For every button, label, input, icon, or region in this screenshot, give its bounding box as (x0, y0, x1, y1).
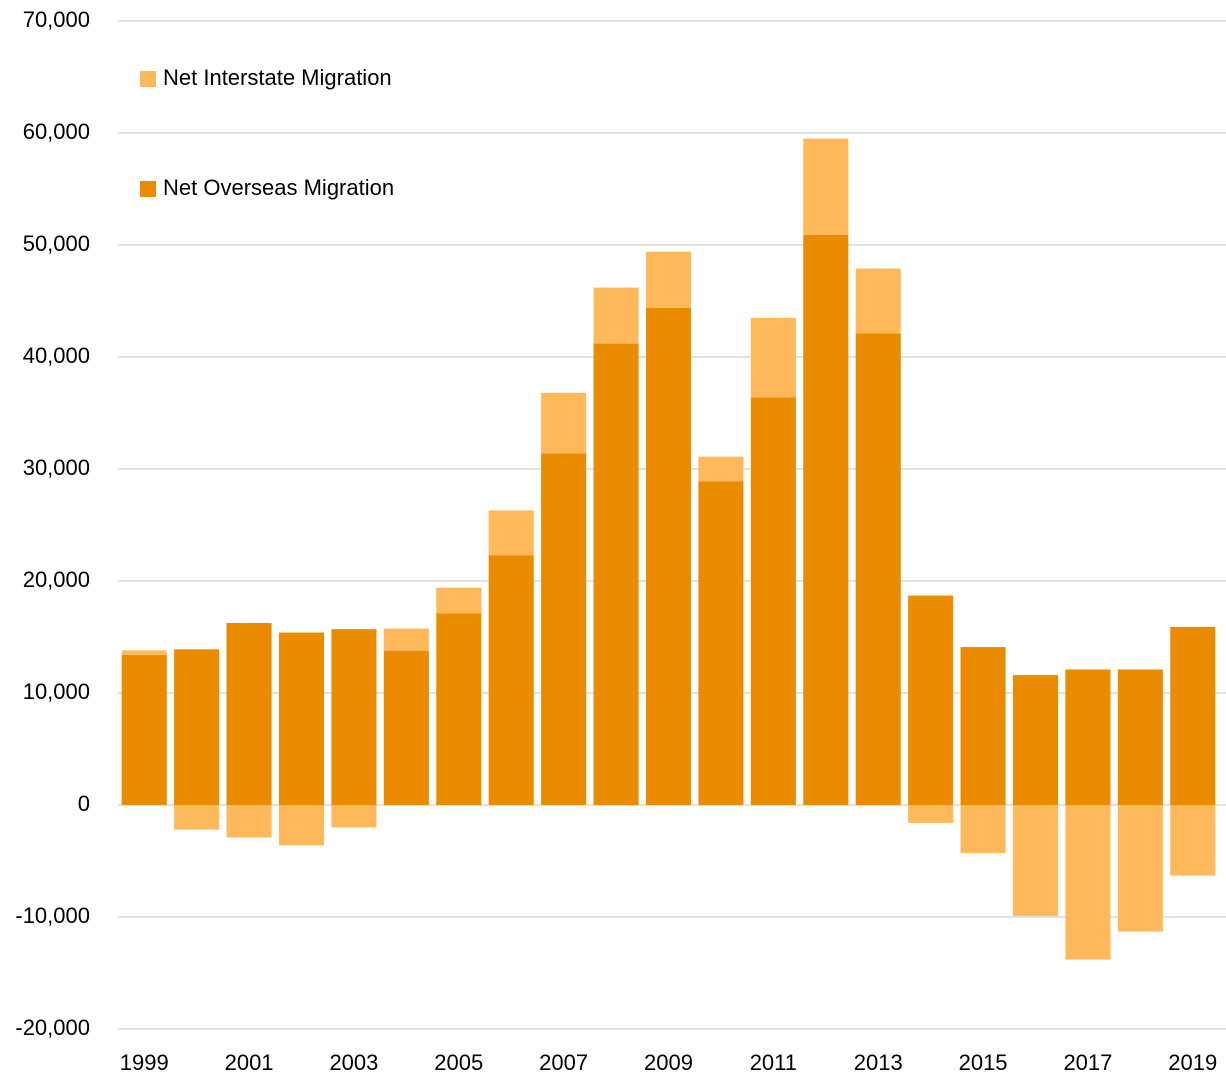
bar (750, 397, 796, 805)
bar (698, 456, 744, 482)
bar (383, 628, 429, 651)
bar (278, 805, 325, 846)
bar (960, 647, 1006, 805)
bar (750, 317, 796, 398)
bar (960, 805, 1006, 854)
bar (698, 481, 744, 805)
x-tick-label: 1999 (120, 1050, 169, 1075)
bar (593, 287, 639, 344)
bar (174, 805, 220, 830)
bar (1117, 805, 1163, 932)
bar (436, 587, 482, 614)
bar (1170, 805, 1216, 876)
legend-swatch (140, 181, 156, 197)
bar (1065, 669, 1111, 805)
x-tick-label: 2019 (1168, 1050, 1217, 1075)
bar (226, 805, 272, 838)
x-tick-label: 2003 (329, 1050, 378, 1075)
x-tick-label: 2017 (1063, 1050, 1112, 1075)
bar (278, 632, 325, 805)
bar (908, 595, 954, 805)
bar (1065, 805, 1111, 960)
legend-swatch (140, 71, 156, 87)
bar (541, 392, 587, 454)
bar (121, 650, 167, 655)
bar (593, 343, 639, 805)
bar (803, 234, 849, 806)
y-tick-label: 0 (78, 791, 90, 816)
bar (488, 510, 534, 556)
y-tick-label: -20,000 (15, 1015, 90, 1040)
legend-label: Net Overseas Migration (163, 175, 394, 200)
bar (1170, 626, 1216, 805)
bar (331, 629, 377, 805)
bar (121, 654, 167, 805)
bar (383, 651, 429, 805)
y-tick-label: 10,000 (23, 679, 90, 704)
x-tick-label: 2009 (644, 1050, 693, 1075)
bar (1117, 669, 1163, 805)
y-tick-label: 70,000 (23, 7, 90, 32)
bar (488, 555, 534, 805)
legend-label: Net Interstate Migration (163, 65, 392, 90)
y-tick-label: 30,000 (23, 455, 90, 480)
bar (541, 453, 587, 805)
bar (331, 805, 377, 828)
y-tick-label: 20,000 (23, 567, 90, 592)
bar (226, 623, 272, 805)
x-tick-label: 2015 (959, 1050, 1008, 1075)
bar (855, 268, 901, 334)
bar (645, 307, 692, 805)
y-tick-label: 50,000 (23, 231, 90, 256)
y-tick-label: 60,000 (23, 119, 90, 144)
x-tick-label: 2013 (854, 1050, 903, 1075)
bar (803, 138, 849, 235)
y-tick-label: -10,000 (15, 903, 90, 928)
bar (436, 613, 482, 805)
bar (1012, 805, 1059, 916)
bar (1012, 675, 1059, 805)
y-tick-label: 40,000 (23, 343, 90, 368)
bar (855, 333, 901, 805)
bar (174, 649, 220, 805)
x-tick-label: 2011 (750, 1050, 797, 1075)
bar (908, 805, 954, 823)
x-tick-label: 2001 (225, 1050, 274, 1075)
x-tick-label: 2005 (434, 1050, 483, 1075)
x-tick-label: 2007 (539, 1050, 588, 1075)
bar (645, 251, 692, 308)
